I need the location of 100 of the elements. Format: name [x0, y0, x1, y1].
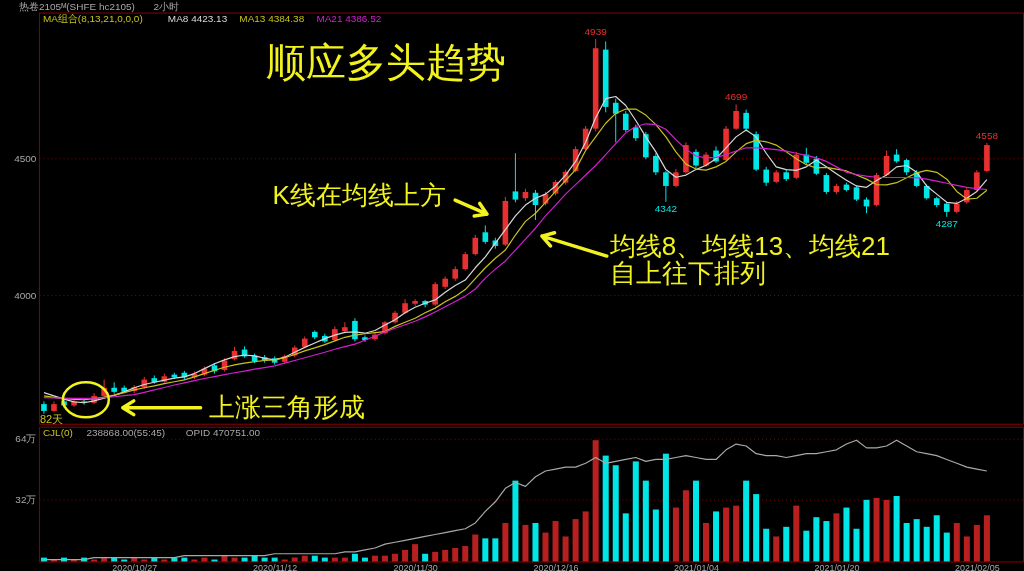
bar [351, 553, 358, 562]
text: OPID 470751.00 [185, 426, 261, 438]
bar [753, 494, 760, 562]
annotation: 4699 [725, 91, 748, 103]
text: MA21 4386.52 [316, 12, 382, 24]
bar [873, 497, 880, 562]
bar [532, 522, 539, 562]
bar [983, 515, 990, 562]
candlestick [743, 109, 749, 132]
bar [502, 522, 509, 562]
candlestick [653, 152, 659, 176]
x-tick-label: 2020/11/30 [393, 562, 438, 571]
bar [221, 555, 228, 562]
annotation: 上涨三角形成 [208, 392, 365, 421]
bar [973, 524, 980, 562]
candlestick [663, 170, 669, 203]
bar [953, 522, 960, 562]
candlestick [342, 321, 348, 334]
y-tick-label: 4500 [14, 153, 37, 165]
bar [402, 549, 409, 562]
annotation: 顺应多头趋势 [266, 40, 507, 85]
legend-title: MA组合(8,13,21,0,0,0) [42, 12, 143, 24]
bar [652, 509, 659, 562]
bar [452, 547, 459, 562]
bar [773, 536, 780, 562]
annotation: 238868.00(55:45) [86, 426, 166, 438]
bar [783, 526, 790, 562]
bar [743, 480, 750, 562]
annotation: 均线8、均线13、均线21 自上往下排列 [608, 232, 890, 288]
candlestick [733, 103, 739, 131]
bar [472, 534, 479, 562]
chart-subtitle: 2小时 [153, 0, 180, 12]
bar [903, 522, 910, 562]
bar [813, 517, 820, 562]
y-tick-label: 4000 [14, 289, 37, 301]
annotation: 82天 [39, 412, 64, 425]
bar [763, 528, 770, 562]
bar [843, 507, 850, 562]
line-series [43, 439, 988, 561]
bar [943, 532, 950, 562]
bar [803, 530, 810, 562]
bar [602, 455, 609, 562]
candlestick [41, 400, 47, 415]
bar [462, 546, 469, 562]
bar [552, 521, 559, 562]
bar [592, 440, 599, 562]
candlestick [763, 166, 770, 187]
x-tick-label: 2021/01/04 [674, 562, 719, 571]
annotation: K线在均线上方 [272, 181, 446, 210]
bar [672, 507, 679, 562]
y-tick-label: 32万 [15, 494, 37, 506]
bar [442, 549, 449, 562]
bar [933, 515, 940, 562]
bar [412, 544, 419, 562]
x-tick-label: 2020/10/27 [112, 562, 158, 571]
bar [482, 538, 489, 562]
bar [662, 453, 669, 562]
chart-title: 热卷2105ᴹ(SHFE hc2105) [18, 0, 135, 12]
x-tick-label: 2021/01/20 [814, 562, 860, 571]
text: MA13 4384.38 [239, 12, 305, 24]
bar [572, 519, 579, 562]
candlestick [643, 131, 649, 160]
bar [682, 490, 689, 562]
candlestick [482, 225, 489, 245]
candlestick [512, 152, 519, 203]
text: MA8 4423.13 [167, 12, 228, 24]
bar [422, 553, 429, 562]
candlestick [693, 148, 699, 169]
annotation: 4558 [975, 129, 999, 141]
candlestick [462, 251, 469, 271]
bar [703, 522, 710, 562]
bar [853, 528, 860, 562]
bar [793, 505, 800, 562]
candlestick [974, 169, 980, 192]
bar [582, 511, 589, 562]
bar [632, 461, 639, 562]
bar [883, 499, 890, 562]
bar [963, 536, 970, 562]
x-tick-label: 2021/02/05 [954, 562, 1000, 571]
bar [542, 532, 549, 562]
annotation: 4939 [584, 25, 608, 37]
bar [692, 480, 699, 562]
legend-title: CJL(0) [42, 426, 73, 438]
y-tick-label: 64万 [15, 432, 37, 444]
annotation: 4342 [654, 202, 678, 214]
bar [512, 480, 519, 562]
bar [723, 507, 730, 562]
x-tick-label: 2020/11/12 [253, 562, 298, 571]
bar [522, 524, 529, 562]
candlestick [472, 234, 479, 256]
bar [432, 551, 439, 562]
bar [733, 505, 740, 562]
bar [713, 511, 720, 562]
x-tick-label: 2020/12/16 [533, 562, 579, 571]
annotation: 4287 [935, 217, 959, 229]
bar [893, 496, 900, 562]
bar [823, 521, 830, 562]
candlestick [612, 98, 619, 143]
bar [913, 519, 920, 562]
bar [392, 553, 399, 562]
